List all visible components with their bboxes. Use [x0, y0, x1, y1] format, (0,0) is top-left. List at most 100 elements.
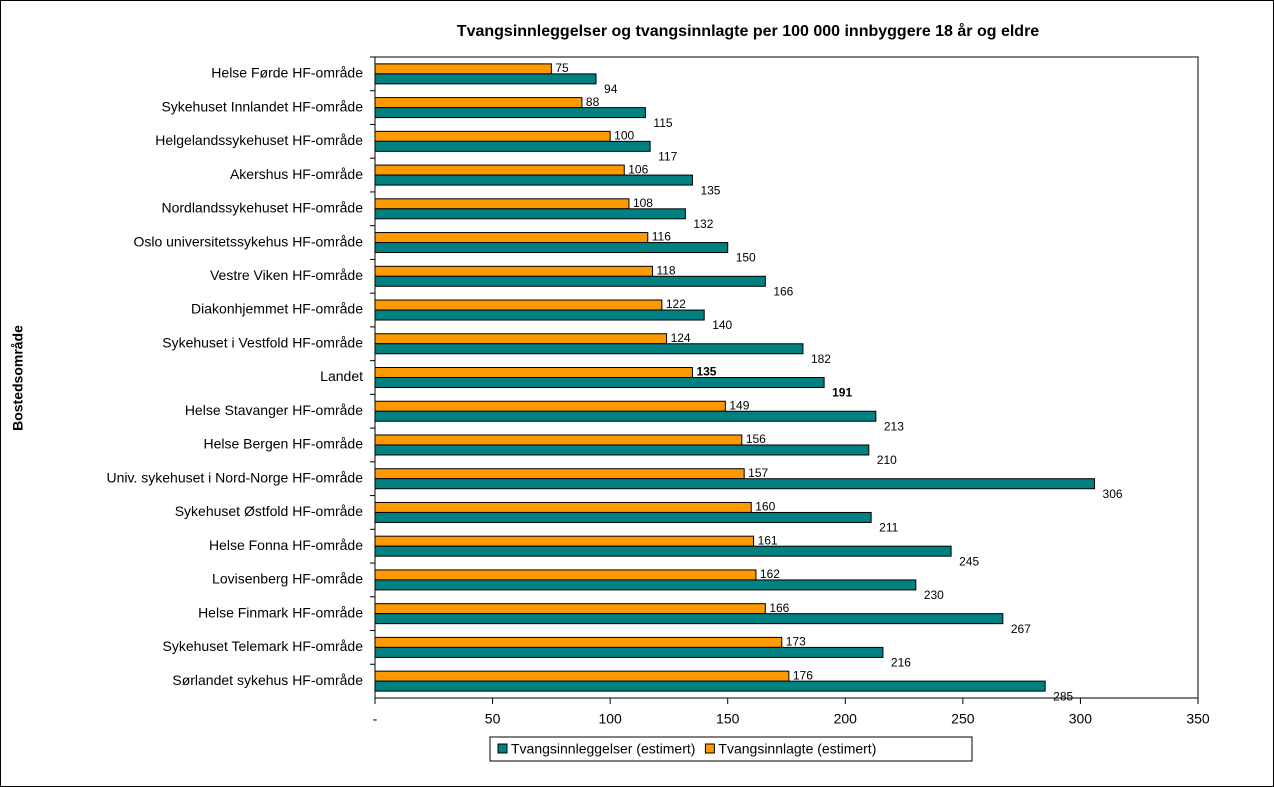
y-tick-label: Landet: [320, 368, 363, 384]
y-tick-label: Sykehuset i Vestfold HF-område: [162, 334, 363, 350]
bar: [374, 265, 653, 277]
y-tick-label: Univ. sykehuset i Nord-Norge HF-område: [107, 469, 364, 485]
bar: [374, 400, 726, 412]
bar: [374, 63, 552, 75]
y-tick-label: Helse Finmark HF-område: [198, 604, 363, 620]
value-label: 75: [555, 61, 569, 75]
legend: Tvangsinnleggelser (estimert) Tvangsinnla…: [489, 736, 973, 762]
legend-box: [489, 736, 973, 762]
x-tick-label: 150: [716, 711, 740, 727]
bar: [374, 603, 766, 615]
chart-title: Tvangsinnleggelser og tvangsinnlagte per…: [457, 22, 1040, 40]
value-label: 166: [773, 284, 793, 298]
value-label: 285: [1053, 689, 1073, 703]
legend-label: Tvangsinnleggelser (estimert): [511, 741, 695, 757]
value-label: 88: [586, 95, 600, 109]
y-tick-label: Helse Stavanger HF-område: [185, 402, 363, 418]
y-tick-label: Helse Bergen HF-område: [203, 436, 363, 452]
x-tick-label: 250: [951, 711, 975, 727]
bar: [374, 579, 917, 591]
y-tick-label: Helse Fonna HF-område: [209, 537, 363, 553]
bar: [374, 468, 745, 480]
value-label: 210: [877, 453, 897, 467]
bar: [374, 174, 693, 186]
bar: [374, 670, 790, 682]
value-label: 140: [712, 318, 732, 332]
value-label: 124: [671, 331, 691, 345]
bar: [374, 343, 804, 355]
bar: [374, 511, 872, 523]
value-label: 132: [693, 217, 713, 231]
value-label: 267: [1011, 622, 1031, 636]
y-tick-label: Helse Førde HF-område: [211, 65, 363, 81]
y-tick-label: Sykehuset Østfold HF-område: [175, 503, 364, 519]
value-label: 213: [884, 419, 904, 433]
bar: [374, 242, 729, 254]
y-tick-label: Lovisenberg HF-område: [212, 571, 363, 587]
x-tick-label: -: [373, 711, 378, 727]
bar: [374, 535, 755, 547]
value-label: 106: [628, 162, 648, 176]
bar: [374, 299, 663, 311]
value-label: 149: [729, 398, 749, 412]
value-label: 108: [633, 196, 653, 210]
bar: [374, 130, 611, 142]
x-tick-label: 350: [1186, 711, 1210, 727]
value-label: 100: [614, 129, 634, 143]
bar: [374, 377, 825, 388]
value-label: 122: [666, 297, 686, 311]
x-tick-label: 100: [598, 711, 622, 727]
bar: [374, 208, 686, 220]
bar: [374, 545, 952, 557]
value-label: 157: [748, 466, 768, 480]
value-label: 135: [696, 365, 716, 379]
bar: [374, 367, 693, 378]
y-tick-label: Oslo universitetssykehus HF-område: [133, 233, 363, 249]
y-tick-label: Sørlandet sykehus HF-område: [172, 672, 363, 688]
y-tick-label: Akershus HF-område: [230, 166, 363, 182]
y-tick-label: Vestre Viken HF-område: [210, 267, 363, 283]
y-tick-label: Nordlandssykehuset HF-område: [161, 200, 363, 216]
value-label: 216: [891, 656, 911, 670]
value-label: 150: [736, 251, 756, 265]
value-label: 135: [700, 183, 720, 197]
legend-swatch: [704, 743, 715, 754]
x-tick-label: 50: [485, 711, 501, 727]
bar: [374, 680, 1046, 692]
value-label: 162: [760, 567, 780, 581]
x-tick-label: 300: [1069, 711, 1093, 727]
value-label: 211: [879, 521, 898, 535]
bar: [374, 646, 884, 658]
value-label: 306: [1103, 487, 1123, 501]
bar: [374, 636, 783, 648]
bar: [374, 444, 870, 456]
y-tick-label: Helgelandssykehuset HF-område: [155, 132, 363, 148]
bar: [374, 333, 668, 345]
bar: [374, 275, 766, 287]
legend-label: Tvangsinnlagte (estimert): [718, 741, 876, 757]
bar: [374, 569, 757, 581]
bar: [374, 97, 583, 109]
value-label: 94: [604, 82, 618, 96]
y-axis-label: Bostedsområde: [10, 325, 26, 431]
value-label: 245: [959, 554, 979, 568]
value-label: 156: [746, 432, 766, 446]
y-tick-label: Sykehuset Innlandet HF-område: [161, 98, 363, 114]
y-tick-label: Sykehuset Telemark HF-område: [163, 638, 364, 654]
bar: [374, 478, 1096, 490]
bar: [374, 140, 651, 152]
bar: [374, 73, 597, 85]
value-label: 117: [658, 150, 677, 164]
bar: [374, 410, 877, 422]
bar: [374, 434, 743, 446]
value-label: 161: [758, 533, 778, 547]
bar: [374, 309, 705, 321]
value-label: 191: [832, 386, 852, 400]
value-label: 230: [924, 588, 944, 602]
bar: [374, 164, 625, 176]
y-tick-label: Diakonhjemmet HF-område: [191, 301, 363, 317]
value-label: 115: [653, 116, 672, 130]
value-label: 176: [793, 668, 813, 682]
bar: [374, 198, 630, 210]
